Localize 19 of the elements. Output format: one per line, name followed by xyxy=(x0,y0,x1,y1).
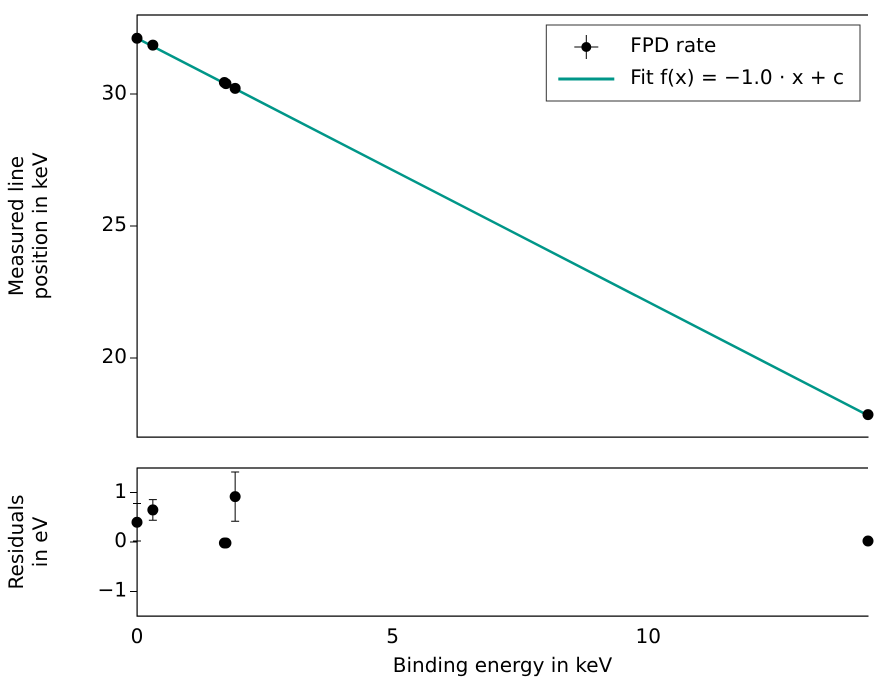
x-axis-title: Binding energy in keV xyxy=(392,653,613,678)
point xyxy=(862,536,874,547)
point xyxy=(230,82,241,94)
y-tick-label: 30 xyxy=(102,80,127,104)
legend-label: Fit f(x) = −1.0 · x + c xyxy=(630,65,844,90)
legend-label: FPD rate xyxy=(630,33,716,58)
y-tick-label: 20 xyxy=(102,344,127,368)
point xyxy=(147,40,158,51)
x-tick-label: 0 xyxy=(130,624,144,648)
y-axis-title: Measured line position in keV xyxy=(4,152,52,300)
y-tick-label: −1 xyxy=(98,578,127,602)
point xyxy=(862,409,874,420)
x-tick-label: 5 xyxy=(386,624,399,648)
y-tick-label: 25 xyxy=(102,212,127,236)
x-tick-label: 10 xyxy=(635,624,661,648)
y-axis-title: Residuals in eV xyxy=(4,494,52,590)
point xyxy=(132,32,142,44)
y-tick-label: 1 xyxy=(114,478,127,503)
y-tick-label: 0 xyxy=(114,528,127,552)
